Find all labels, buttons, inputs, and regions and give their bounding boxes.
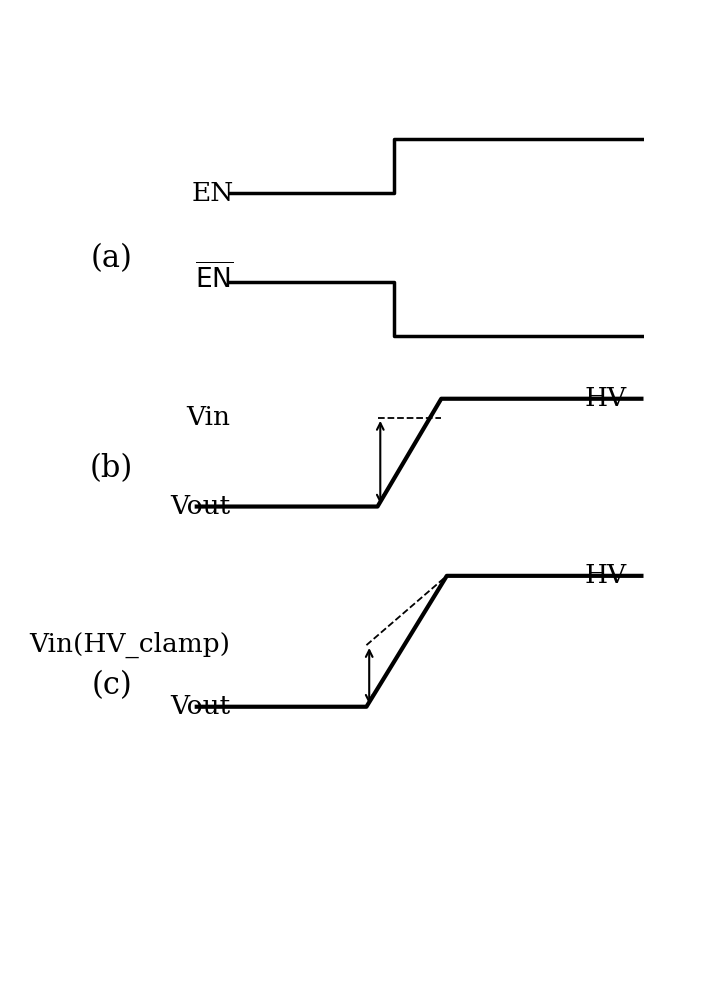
Text: Vin(HV_clamp): Vin(HV_clamp) xyxy=(30,632,231,658)
Text: HV: HV xyxy=(585,563,627,588)
Text: HV: HV xyxy=(585,386,627,411)
Text: Vout: Vout xyxy=(171,494,231,519)
Text: $\overline{\mathrm{EN}}$: $\overline{\mathrm{EN}}$ xyxy=(195,262,233,293)
Text: Vout: Vout xyxy=(171,694,231,719)
Text: (a): (a) xyxy=(91,243,132,274)
Text: EN: EN xyxy=(191,181,233,206)
Text: Vin: Vin xyxy=(187,405,231,430)
Text: (b): (b) xyxy=(90,453,133,484)
Text: (c): (c) xyxy=(92,670,132,701)
